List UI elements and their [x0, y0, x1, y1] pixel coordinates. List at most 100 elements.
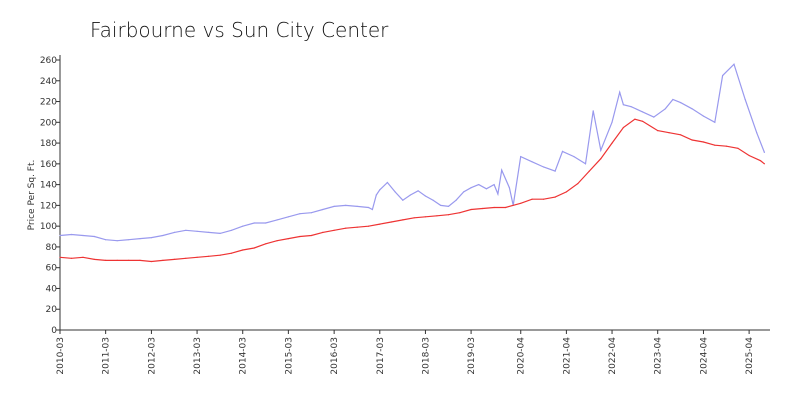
data-point	[543, 198, 545, 200]
series-1	[59, 118, 766, 263]
data-point	[657, 130, 659, 132]
x-tick-label: 2013-03	[193, 337, 203, 375]
data-point	[139, 259, 141, 261]
data-point	[150, 260, 152, 263]
y-tick-label: 100	[40, 222, 57, 232]
data-point	[634, 118, 636, 120]
data-point	[333, 205, 335, 207]
data-point	[105, 259, 107, 261]
data-point	[345, 227, 347, 229]
data-point	[714, 121, 716, 123]
data-point	[139, 238, 141, 240]
data-point	[482, 207, 484, 210]
data-point	[162, 234, 164, 237]
data-point	[668, 132, 670, 134]
x-tick-label: 2019-03	[467, 337, 477, 375]
data-point	[356, 205, 358, 207]
series-layer	[59, 63, 766, 263]
data-point	[622, 104, 625, 106]
data-point	[333, 229, 335, 231]
data-point	[573, 156, 575, 158]
data-point	[497, 193, 499, 195]
data-point	[185, 229, 187, 231]
data-point	[501, 169, 503, 171]
data-point	[520, 156, 522, 158]
data-point	[459, 212, 461, 214]
data-point	[554, 196, 556, 198]
data-point	[402, 219, 404, 221]
data-point	[208, 231, 210, 233]
data-point	[356, 226, 358, 228]
data-point	[70, 257, 73, 259]
data-point	[253, 222, 255, 224]
data-point	[588, 170, 590, 172]
data-point	[375, 194, 377, 196]
data-point	[196, 256, 198, 258]
data-point	[543, 166, 545, 168]
data-point	[672, 98, 674, 101]
data-point	[463, 191, 465, 193]
data-point	[702, 141, 705, 143]
y-axis: 0 20 40 60 80 100 120 140 160 180 200 220 240 260	[40, 55, 61, 336]
data-point	[756, 132, 758, 134]
y-tick-label: 240	[40, 77, 57, 87]
data-point	[424, 216, 426, 218]
data-point	[322, 208, 324, 211]
data-point	[611, 121, 613, 123]
data-point	[162, 259, 164, 261]
data-point	[744, 98, 746, 101]
data-point	[763, 163, 766, 165]
x-tick-label: 2021-04	[562, 337, 572, 375]
data-point	[367, 206, 370, 209]
x-tick-label: 2022-04	[608, 337, 618, 375]
data-point	[173, 231, 175, 233]
data-point	[173, 258, 175, 260]
data-point	[70, 233, 73, 236]
data-point	[642, 120, 644, 122]
data-point	[409, 194, 411, 196]
y-tick-label: 80	[46, 243, 58, 253]
data-point	[561, 150, 564, 152]
data-point	[386, 181, 388, 184]
data-point	[531, 198, 533, 200]
data-point	[265, 222, 267, 224]
data-point	[493, 206, 495, 209]
data-point	[737, 147, 739, 149]
data-point	[531, 161, 533, 163]
data-point	[93, 258, 95, 260]
x-tick-label: 2020-04	[517, 337, 527, 375]
data-point	[619, 91, 621, 93]
data-point	[322, 231, 324, 233]
y-tick-label: 220	[40, 98, 57, 108]
data-point	[592, 110, 594, 112]
data-point	[725, 145, 728, 147]
data-point	[276, 240, 278, 242]
data-point	[394, 191, 396, 193]
y-tick-label: 120	[40, 201, 57, 211]
x-tick-label: 2010-03	[56, 337, 66, 375]
y-tick-label: 200	[40, 118, 57, 128]
data-point	[219, 232, 221, 234]
data-point	[447, 214, 450, 216]
x-tick-label: 2016-03	[330, 337, 340, 375]
y-axis-label: Price Per Sq. Ft.	[27, 160, 37, 231]
data-point	[379, 189, 381, 191]
data-point	[93, 235, 95, 238]
data-point	[680, 134, 682, 136]
chart-title: Fairbourne vs Sun City Center	[90, 18, 389, 42]
data-point	[642, 111, 644, 113]
x-tick-label: 2015-03	[284, 337, 294, 375]
data-point	[436, 215, 438, 217]
data-point	[242, 225, 244, 227]
data-point	[478, 184, 480, 186]
data-point	[128, 239, 130, 241]
x-tick-label: 2011-03	[102, 337, 112, 375]
data-point	[554, 170, 556, 172]
data-point	[520, 202, 522, 204]
data-point	[763, 151, 766, 153]
data-point	[402, 199, 404, 201]
data-point	[310, 212, 312, 214]
data-point	[493, 184, 495, 186]
x-tick-label: 2017-03	[376, 337, 386, 375]
data-point	[691, 108, 693, 110]
